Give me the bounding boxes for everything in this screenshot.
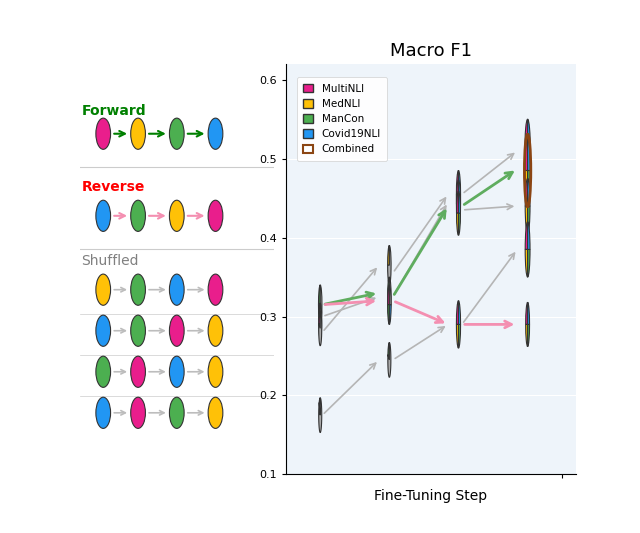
Wedge shape	[319, 303, 322, 338]
Text: Shuffled: Shuffled	[81, 254, 139, 268]
Wedge shape	[527, 249, 530, 277]
Wedge shape	[456, 171, 458, 194]
Wedge shape	[456, 194, 458, 218]
Circle shape	[170, 356, 184, 387]
Circle shape	[170, 118, 184, 149]
Circle shape	[208, 118, 223, 149]
Circle shape	[131, 200, 145, 231]
Circle shape	[96, 118, 111, 149]
Circle shape	[131, 118, 145, 149]
Wedge shape	[525, 222, 527, 249]
Wedge shape	[527, 171, 531, 202]
Wedge shape	[456, 301, 458, 325]
Wedge shape	[525, 151, 527, 182]
Wedge shape	[527, 302, 529, 325]
Text: Reverse: Reverse	[81, 180, 145, 194]
Wedge shape	[456, 213, 458, 235]
Wedge shape	[388, 277, 389, 297]
Wedge shape	[525, 249, 527, 277]
Wedge shape	[319, 305, 320, 325]
Circle shape	[170, 274, 184, 305]
Wedge shape	[525, 325, 527, 346]
Wedge shape	[527, 179, 530, 206]
Wedge shape	[456, 180, 458, 204]
Wedge shape	[527, 119, 531, 151]
Wedge shape	[388, 305, 389, 325]
Circle shape	[170, 397, 184, 429]
Wedge shape	[525, 206, 527, 233]
Wedge shape	[319, 311, 322, 346]
Wedge shape	[388, 343, 391, 377]
Wedge shape	[388, 343, 389, 360]
Wedge shape	[458, 213, 460, 235]
Circle shape	[131, 356, 145, 387]
Circle shape	[208, 200, 223, 231]
Wedge shape	[319, 303, 320, 320]
Wedge shape	[319, 398, 320, 415]
Circle shape	[208, 356, 223, 387]
Wedge shape	[527, 222, 530, 249]
Wedge shape	[320, 285, 322, 325]
Text: Forward: Forward	[81, 104, 146, 118]
Wedge shape	[456, 325, 458, 348]
Wedge shape	[319, 398, 322, 433]
Wedge shape	[525, 171, 527, 202]
Wedge shape	[388, 297, 389, 317]
Circle shape	[208, 397, 223, 429]
Circle shape	[131, 274, 145, 305]
Circle shape	[170, 200, 184, 231]
Wedge shape	[458, 191, 460, 213]
Circle shape	[96, 274, 111, 305]
Legend: MultiNLI, MedNLI, ManCon, Covid19NLI, Combined: MultiNLI, MedNLI, ManCon, Covid19NLI, Co…	[297, 77, 387, 161]
X-axis label: Fine-Tuning Step: Fine-Tuning Step	[374, 489, 488, 503]
Title: Macro F1: Macro F1	[390, 42, 472, 60]
Wedge shape	[388, 246, 389, 265]
Wedge shape	[525, 179, 527, 206]
Circle shape	[96, 356, 111, 387]
Wedge shape	[527, 206, 530, 233]
Wedge shape	[319, 311, 320, 328]
Circle shape	[208, 315, 223, 346]
Wedge shape	[527, 151, 531, 182]
Circle shape	[131, 315, 145, 346]
Wedge shape	[319, 285, 320, 305]
Circle shape	[96, 315, 111, 346]
Wedge shape	[389, 277, 391, 317]
Wedge shape	[458, 301, 461, 325]
Circle shape	[96, 397, 111, 429]
Wedge shape	[527, 325, 529, 346]
Wedge shape	[525, 119, 527, 151]
Wedge shape	[458, 194, 461, 218]
Wedge shape	[458, 204, 461, 228]
Circle shape	[208, 274, 223, 305]
Wedge shape	[388, 246, 391, 285]
Wedge shape	[525, 302, 527, 325]
Wedge shape	[527, 139, 531, 171]
Circle shape	[131, 397, 145, 429]
Wedge shape	[458, 171, 461, 194]
Wedge shape	[389, 285, 391, 305]
Wedge shape	[456, 204, 458, 228]
Circle shape	[170, 315, 184, 346]
Wedge shape	[458, 325, 461, 348]
Wedge shape	[388, 285, 389, 305]
Wedge shape	[389, 305, 391, 325]
Wedge shape	[525, 139, 527, 171]
Wedge shape	[456, 191, 458, 213]
Wedge shape	[458, 180, 461, 204]
Circle shape	[96, 200, 111, 231]
